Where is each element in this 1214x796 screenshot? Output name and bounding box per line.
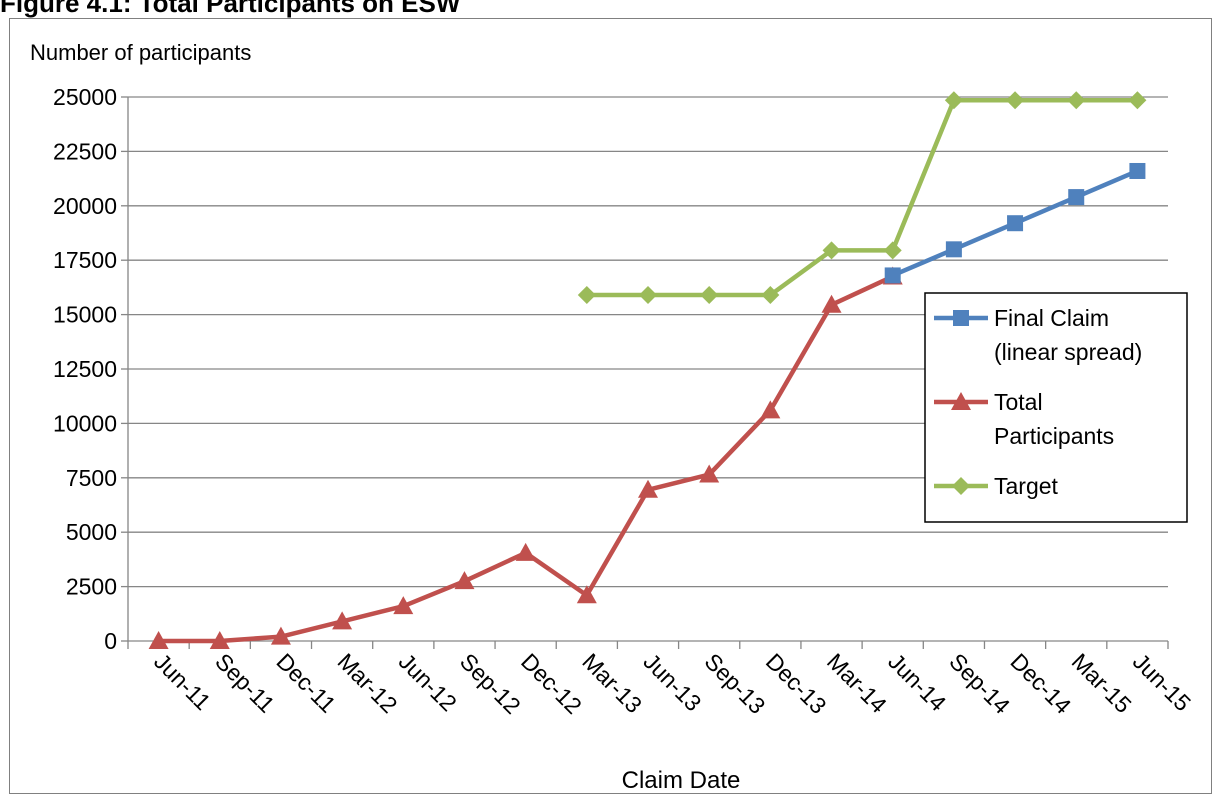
x-tick-label: Sep-13 — [700, 648, 771, 719]
data-point-triangle — [209, 631, 230, 649]
data-point-triangle — [332, 611, 353, 630]
data-point-square — [945, 241, 962, 258]
data-point-square — [1068, 189, 1085, 206]
x-tick-label: Mar-15 — [1067, 648, 1137, 718]
x-axis-label: Claim Date — [622, 767, 741, 794]
y-tick-label: 0 — [104, 628, 117, 654]
data-point-diamond — [822, 241, 841, 260]
data-point-triangle — [760, 400, 781, 419]
data-point-diamond — [700, 286, 719, 305]
x-tick-label: Sep-12 — [455, 648, 526, 719]
data-point-square — [1129, 162, 1146, 179]
x-tick-label: Jun-12 — [394, 648, 462, 716]
y-tick-label: 7500 — [66, 465, 117, 491]
legend: Final Claim (linear spread) Total Participa… — [924, 292, 1188, 523]
chart-frame — [9, 18, 1212, 794]
x-tick-label: Mar-13 — [577, 648, 647, 718]
y-tick-label: 17500 — [53, 247, 117, 273]
data-point-triangle — [393, 596, 414, 615]
legend-label: Target — [994, 473, 1059, 499]
series-line — [586, 98, 1138, 298]
data-point-triangle — [270, 626, 291, 645]
x-tick-labels: Jun-11Sep-11Dec-11Mar-12Jun-12Sep-12Dec-… — [149, 648, 1196, 719]
legend-item-final-claim-linear-spread: Final Claim (linear spread) — [934, 305, 1142, 365]
legend-label: Total — [994, 389, 1043, 415]
data-point-diamond — [1128, 91, 1147, 110]
data-point-diamond — [1067, 91, 1086, 110]
data-point-diamond — [1006, 91, 1025, 110]
y-tick-label: 2500 — [66, 574, 117, 600]
data-point-diamond — [577, 286, 596, 305]
y-tick-labels: 0 2500 5000 7500 10000 12500 15000 17500 20000 22… — [53, 84, 117, 654]
legend-label: Participants — [994, 423, 1114, 449]
y-tick-label: 22500 — [53, 138, 117, 164]
x-tick-label: Jun-11 — [149, 648, 216, 715]
data-point-square — [1007, 215, 1024, 232]
legend-item-total-participants: Total Participants — [934, 389, 1114, 449]
x-tick-label: Sep-11 — [210, 648, 280, 718]
y-axis-label: Number of participants — [30, 40, 251, 65]
series-final-claim-linear-spread — [884, 162, 1146, 284]
y-tick-label: 12500 — [53, 356, 117, 382]
y-tick-label: 5000 — [66, 519, 117, 545]
x-tick-label: Sep-14 — [944, 648, 1015, 719]
legend-item-target: Target — [934, 473, 1059, 499]
data-point-triangle — [148, 631, 169, 649]
data-point-triangle — [454, 571, 475, 590]
data-point-triangle — [515, 542, 536, 561]
x-tick-label: Dec-12 — [516, 648, 587, 719]
data-point-triangle — [576, 585, 597, 604]
data-point-triangle — [699, 464, 720, 483]
data-point-square — [884, 267, 901, 284]
data-point-diamond — [944, 91, 963, 110]
gridlines — [128, 96, 1168, 588]
data-point-diamond — [639, 286, 657, 305]
x-tick-label: Dec-11 — [271, 648, 341, 718]
data-point-diamond — [883, 241, 902, 260]
x-tick-label: Jun-15 — [1128, 648, 1196, 716]
series-target — [577, 91, 1147, 305]
x-tick-label: Mar-14 — [822, 648, 892, 718]
series-group — [148, 91, 1147, 649]
data-point-diamond — [952, 477, 970, 495]
legend-label: (linear spread) — [994, 339, 1142, 365]
y-tick-label: 10000 — [53, 410, 117, 436]
data-point-triangle — [638, 479, 658, 498]
series-total-participants — [148, 266, 903, 649]
x-tick-label: Dec-14 — [1006, 648, 1077, 719]
y-tick-label: 25000 — [53, 84, 117, 110]
figure-title: Figure 4.1: Total Participants on ESW — [0, 0, 461, 18]
y-tick-label: 20000 — [53, 193, 117, 219]
data-point-triangle — [821, 294, 842, 313]
x-tick-label: Dec-13 — [761, 648, 832, 719]
x-tick-label: Jun-13 — [638, 648, 706, 716]
data-point-square — [953, 310, 969, 326]
y-tick-label: 15000 — [53, 302, 117, 328]
x-tick-label: Jun-14 — [883, 648, 951, 716]
x-tick-label: Mar-12 — [333, 648, 403, 718]
data-point-triangle — [951, 392, 971, 410]
legend-label: Final Claim — [994, 305, 1109, 331]
data-point-diamond — [761, 286, 780, 305]
axes — [121, 96, 1169, 649]
